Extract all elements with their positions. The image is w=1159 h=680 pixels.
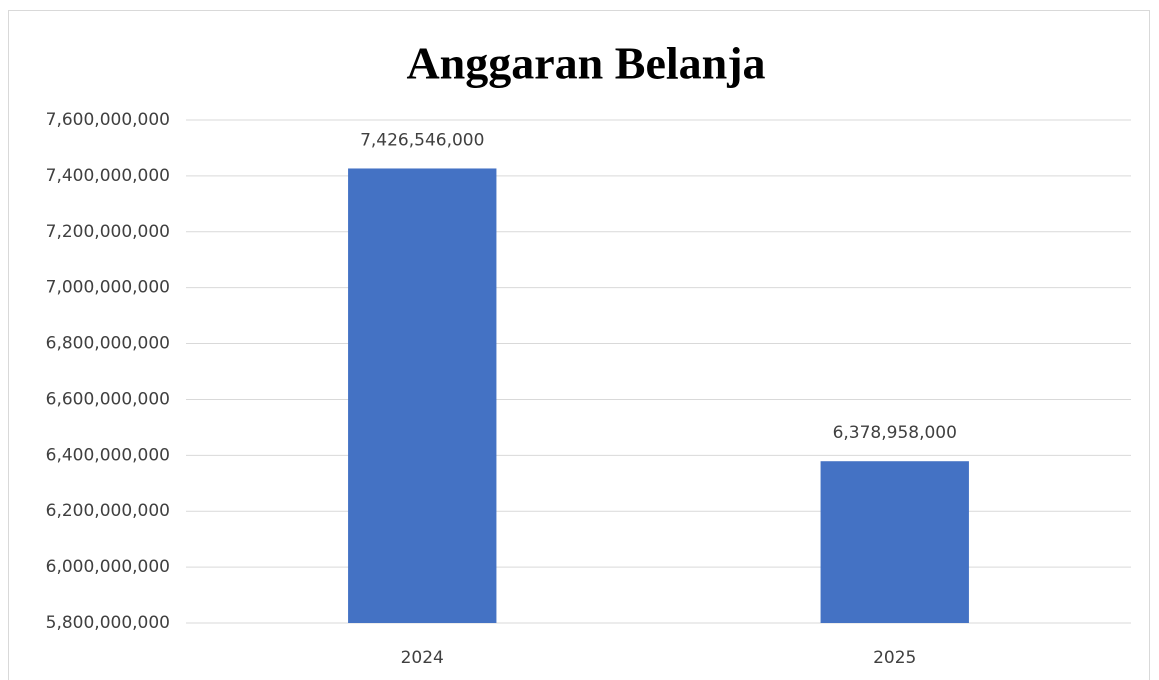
y-tick-label: 7,000,000,000 [46, 278, 170, 298]
data-label: 7,426,546,000 [360, 130, 484, 150]
y-tick-label: 7,400,000,000 [46, 166, 170, 186]
y-tick-label: 6,000,000,000 [46, 557, 170, 577]
y-tick-label: 5,800,000,000 [46, 613, 170, 633]
chart-title: Anggaran Belanja [406, 38, 765, 89]
y-tick-label: 7,600,000,000 [46, 110, 170, 130]
chart-border [8, 10, 1150, 680]
bar [348, 168, 497, 623]
y-tick-label: 6,600,000,000 [46, 389, 170, 409]
bar [820, 461, 969, 623]
x-tick-label: 2025 [873, 648, 916, 668]
y-tick-label: 6,400,000,000 [46, 445, 170, 465]
y-tick-label: 6,200,000,000 [46, 501, 170, 521]
data-label: 6,378,958,000 [833, 423, 957, 443]
y-tick-label: 6,800,000,000 [46, 334, 170, 354]
x-tick-label: 2024 [401, 648, 444, 668]
y-tick-label: 7,200,000,000 [46, 222, 170, 242]
